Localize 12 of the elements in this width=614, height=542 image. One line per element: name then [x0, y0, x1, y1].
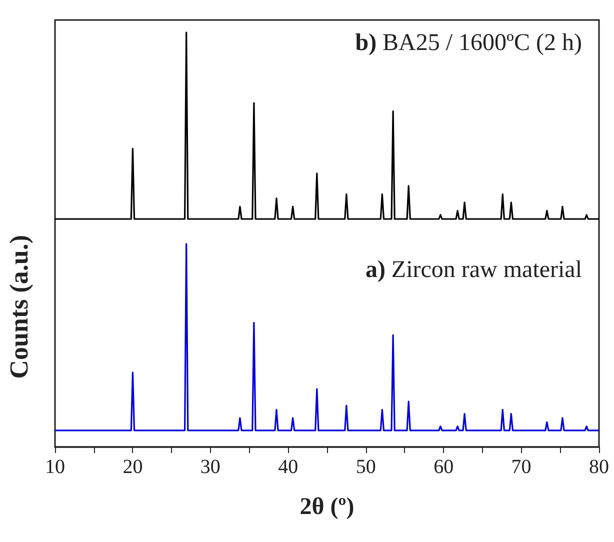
y-axis-title: Counts (a.u.)	[4, 235, 34, 379]
annotation: a) Zircon raw material	[365, 257, 582, 283]
x-tick-label: 80	[589, 456, 609, 478]
x-axis-title: 2θ (º)	[300, 494, 354, 520]
x-tick-label: 50	[356, 456, 376, 478]
x-tick-label: 60	[434, 456, 454, 478]
annotation: b) BA25 / 1600ºC (2 h)	[355, 30, 582, 56]
x-tick-label: 40	[278, 456, 298, 478]
x-tick-label: 30	[200, 456, 220, 478]
x-tick-label: 10	[45, 456, 65, 478]
x-tick-label: 20	[122, 456, 143, 478]
x-tick-label: 70	[511, 456, 532, 478]
